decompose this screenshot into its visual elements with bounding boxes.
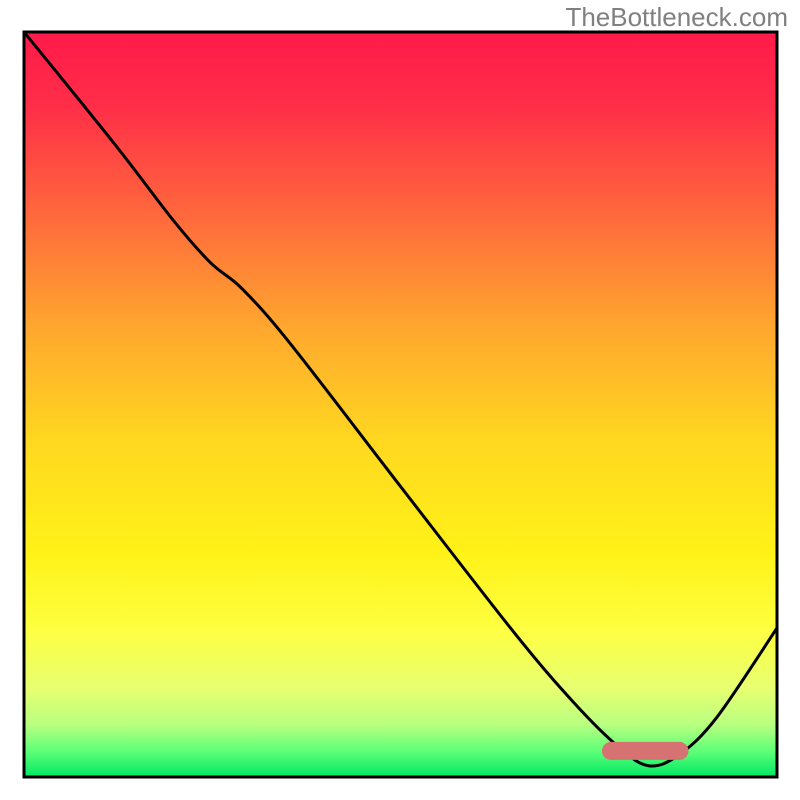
- watermark-label: TheBottleneck.com: [565, 2, 788, 33]
- optimum-marker: [602, 742, 689, 760]
- bottleneck-chart: [0, 0, 800, 800]
- chart-container: TheBottleneck.com: [0, 0, 800, 800]
- plot-background: [24, 32, 777, 777]
